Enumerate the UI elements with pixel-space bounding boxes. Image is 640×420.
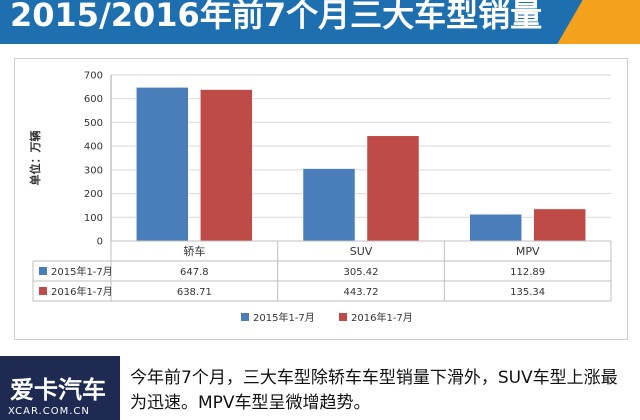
y-tick-label: 600: [84, 94, 103, 105]
bar: [469, 213, 522, 242]
data-label: 638.71: [177, 287, 212, 298]
y-tick-label: 0: [97, 237, 103, 248]
title-banner: 2015/2016年前7个月三大车型销量: [0, 0, 640, 44]
y-tick-label: 400: [84, 142, 103, 153]
table-series-label: 2016年1-7月: [51, 285, 113, 298]
legend-swatch: [339, 313, 347, 321]
legend-label: 2016年1-7月: [351, 311, 413, 324]
bar: [200, 89, 253, 242]
bar: [366, 135, 420, 242]
bar: [302, 168, 356, 242]
table-legend-key: [39, 267, 47, 275]
x-tick-label: SUV: [350, 245, 373, 258]
legend-label: 2015年1-7月: [253, 311, 315, 324]
table-series-label: 2015年1-7月: [51, 265, 113, 278]
y-axis-title: 单位：万辆: [28, 131, 42, 186]
page-title: 2015/2016年前7个月三大车型销量: [10, 0, 543, 34]
logo-text: 爱卡汽车: [10, 376, 106, 404]
y-tick-label: 200: [84, 189, 103, 200]
y-tick-label: 700: [84, 71, 103, 82]
data-label: 443.72: [344, 287, 379, 298]
data-label: 647.8: [180, 267, 209, 278]
data-label: 112.89: [510, 267, 545, 278]
table-legend-key: [39, 287, 47, 295]
data-label: 305.42: [344, 267, 379, 278]
caption-text: 今年前7个月，三大车型除轿车车型销量下滑外，SUV车型上涨最为迅速。MPV车型呈…: [130, 368, 618, 413]
banner-accent: [557, 0, 640, 44]
chart-panel: 0 100 200 300 400 500 600 700 单位：万辆轿车 SUV MPV 2015年…: [14, 58, 628, 340]
logo-subtext: XCAR.COM.CN: [8, 406, 90, 417]
x-tick-label: MPV: [516, 245, 540, 258]
legend-swatch: [241, 313, 249, 321]
y-tick-label: 300: [84, 165, 103, 176]
x-tick-label: 轿车: [183, 244, 205, 258]
bar: [533, 208, 586, 242]
bar: [136, 87, 189, 242]
y-tick-label: 500: [84, 118, 103, 129]
data-label: 135.34: [510, 287, 545, 298]
footer: 爱卡汽车 XCAR.COM.CN 今年前7个月，三大车型除轿车车型销量下滑外，S…: [0, 356, 640, 420]
y-tick-label: 100: [84, 213, 103, 224]
xcar-logo: 爱卡汽车 XCAR.COM.CN: [0, 356, 120, 420]
